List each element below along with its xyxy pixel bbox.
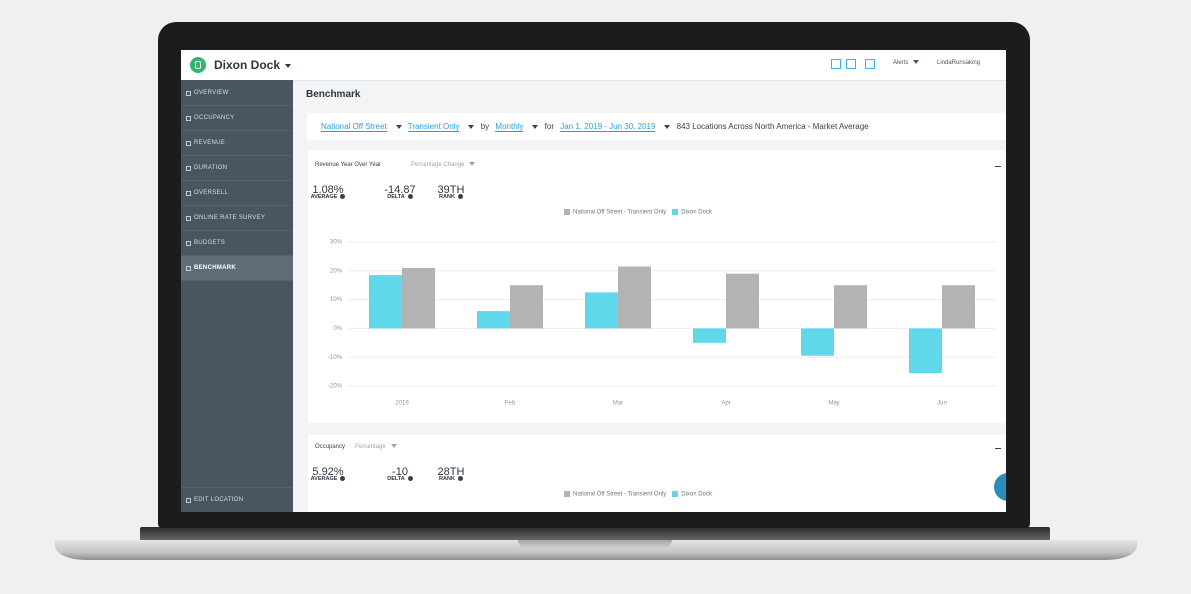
user-name[interactable]: LindaRunsaking [937, 60, 981, 66]
nav-item[interactable]: BENCHMARK [181, 256, 293, 281]
laptop-hinge [140, 527, 1050, 541]
nav-item[interactable]: REVENUE [181, 131, 293, 156]
segment-select[interactable]: National Off Street [321, 122, 387, 132]
stat-value: -10 [392, 466, 408, 478]
stat-value: 28TH [437, 466, 465, 478]
nav-item[interactable]: DURATION [181, 156, 293, 181]
view-icon[interactable] [831, 59, 841, 69]
screen: Dixon Dock Alerts LindaRunsaking OVERVIE… [181, 50, 1006, 512]
x-tick-label: Jun [937, 401, 947, 407]
download-icon[interactable] [995, 443, 1001, 449]
legend-label: Dixon Dock [681, 491, 712, 498]
metric-select[interactable]: Percentage [355, 444, 397, 450]
nav-item[interactable]: OVERSELL [181, 181, 293, 206]
y-tick-label: 30% [330, 240, 343, 246]
occupancy-card: Occupancy Percentage National Off Street… [308, 435, 1006, 512]
stat-value: 1.08% [312, 184, 344, 196]
nav-item[interactable]: BUDGETS [181, 231, 293, 256]
location-switcher[interactable]: Dixon Dock [214, 58, 292, 72]
revenue-card: Revenue Year Over Year Percentage Change… [308, 150, 1006, 423]
legend-swatch [672, 491, 679, 497]
by-label: by [480, 122, 490, 131]
legend-swatch [564, 209, 570, 215]
sidebar: OVERVIEW OCCUPANCY REVENUE DURATION OVERSELL… [181, 80, 293, 512]
app-name: Dixon Dock [214, 58, 281, 72]
stat-label: DELTA [375, 476, 425, 482]
bar [618, 266, 651, 329]
metric-label: Percentage [355, 444, 386, 450]
stat-label: DELTA [375, 194, 425, 200]
legend: National Off Street - Transient Only Dixo… [558, 209, 712, 216]
legend-label: Dixon Dock [681, 209, 712, 216]
view-icon[interactable] [865, 59, 875, 69]
top-bar: Dixon Dock Alerts LindaRunsaking [181, 50, 1006, 81]
alerts-menu[interactable]: Alerts [893, 60, 920, 66]
bar [477, 311, 510, 329]
x-tick-label: 2019 [395, 401, 409, 407]
nav-item[interactable]: OVERVIEW [181, 81, 293, 106]
logo [190, 57, 206, 73]
for-label: for [544, 122, 554, 131]
legend-swatch [672, 209, 679, 215]
x-tick-label: Apr [721, 401, 730, 407]
x-tick-label: Mar [613, 401, 623, 407]
legend-label: National Off Street - Transient Only [573, 491, 667, 498]
summary: 843 Locations Across North America - Mar… [676, 122, 869, 131]
bar [402, 267, 435, 329]
range-select[interactable]: Jan 1, 2019 - Jun 30, 2019 [560, 122, 656, 132]
filter-bar: National Off Street Transient Only by Mo… [307, 113, 1006, 140]
card-title: Revenue Year Over Year [315, 162, 382, 168]
bar [909, 328, 942, 374]
bar [942, 285, 975, 329]
y-tick-label: 0% [333, 326, 342, 332]
y-tick-label: 10% [330, 297, 343, 303]
card-title: Occupancy [315, 444, 346, 450]
legend-label: National Off Street - Transient Only [573, 209, 667, 216]
stat-label: RANK [426, 476, 476, 482]
x-tick-label: May [828, 401, 839, 407]
stat-value: 5.92% [312, 466, 344, 478]
page-title: Benchmark [306, 89, 361, 100]
x-tick-label: Feb [505, 401, 516, 407]
legend-swatch [564, 491, 570, 497]
view-icon[interactable] [846, 59, 856, 69]
y-tick-label: 20% [330, 268, 343, 274]
bar [726, 273, 759, 329]
y-tick-label: -20% [328, 384, 343, 390]
metric-select[interactable]: Percentage Change [411, 162, 476, 168]
stat-label: RANK [426, 194, 476, 200]
nav-item[interactable]: OCCUPANCY [181, 106, 293, 131]
stat-label: AVERAGE [303, 194, 353, 200]
stat-label: AVERAGE [303, 476, 353, 482]
nav-footer[interactable]: EDIT LOCATION [181, 487, 293, 512]
bar [510, 285, 543, 329]
stat-value: -14.87 [384, 184, 416, 196]
bar [585, 292, 618, 329]
bar [801, 328, 834, 356]
type-select[interactable]: Transient Only [407, 122, 460, 132]
laptop-notch [518, 540, 672, 548]
period-select[interactable]: Monthly [495, 122, 524, 132]
bar [834, 285, 867, 329]
stat-value: 39TH [437, 184, 465, 196]
laptop-base [55, 540, 1137, 560]
metric-label: Percentage Change [411, 162, 465, 168]
alerts-label: Alerts [893, 60, 909, 66]
nav-item[interactable]: ONLINE RATE SURVEY [181, 206, 293, 231]
bar [693, 328, 726, 343]
chart: -20% -10% 0% 10% 20% 30% 2019 Feb Mar Apr May Jun [328, 240, 996, 407]
legend: National Off Street - Transient Only Dixo… [558, 491, 712, 498]
chat-button[interactable] [994, 473, 1006, 501]
y-tick-label: -10% [328, 355, 343, 361]
download-icon[interactable] [995, 161, 1001, 167]
bar [369, 275, 402, 329]
